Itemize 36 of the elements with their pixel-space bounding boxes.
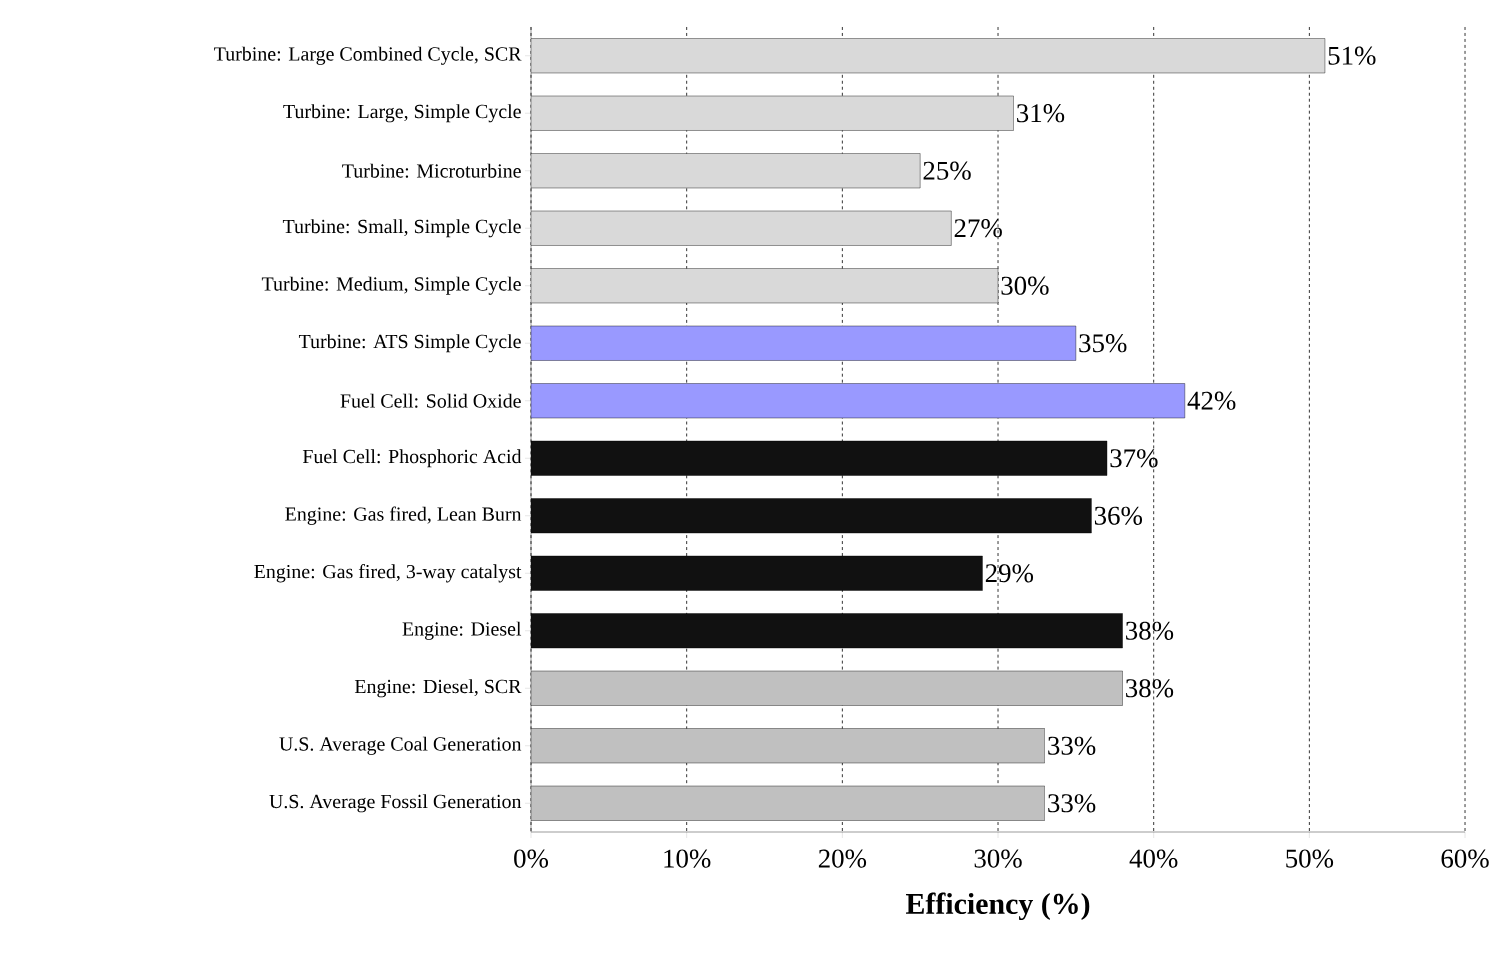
y-tick-label: Turbine: Large, Simple Cycle bbox=[283, 104, 521, 123]
y-tick-label: Engine: Diesel, SCR bbox=[354, 679, 522, 698]
data-label: 51% bbox=[1328, 46, 1376, 65]
y-tick-label: Turbine: Microturbine bbox=[342, 163, 521, 178]
y-tick-label: Turbine: Small, Simple Cycle bbox=[282, 219, 521, 238]
data-label: 38% bbox=[1126, 679, 1174, 698]
y-tick-label: U.S. Average Fossil Generation bbox=[269, 794, 522, 813]
data-label: 38% bbox=[1126, 621, 1174, 640]
x-tick-label: 40% bbox=[1129, 849, 1178, 868]
data-label: 35% bbox=[1079, 334, 1127, 353]
x-tick-label: 10% bbox=[664, 849, 711, 868]
y-tick-label: Turbine: Large Combined Cycle, SCR bbox=[214, 46, 522, 65]
data-label: 33% bbox=[1048, 736, 1096, 755]
x-tick-label: 60% bbox=[1441, 849, 1489, 868]
x-tick-label: 30% bbox=[974, 849, 1022, 868]
y-tick-label: Engine: Gas fired, 3-way catalyst bbox=[254, 564, 522, 583]
data-label: 37% bbox=[1110, 449, 1158, 468]
data-label: 30% bbox=[1001, 276, 1049, 295]
y-tick-label: Fuel Cell: Solid Oxide bbox=[340, 393, 521, 408]
x-tick-label: 20% bbox=[818, 849, 867, 868]
data-label: 42% bbox=[1187, 391, 1236, 410]
x-axis-title: Efficiency (%) bbox=[906, 892, 1090, 921]
y-tick-label: Turbine: ATS Simple Cycle bbox=[298, 334, 521, 353]
x-tick-label: 0% bbox=[514, 849, 549, 868]
y-tick-label: Fuel Cell: Phosphoric Acid bbox=[302, 449, 522, 468]
y-tick-label: Engine: Diesel bbox=[402, 621, 522, 640]
y-tick-label: U.S. Average Coal Generation bbox=[279, 736, 522, 755]
data-label: 36% bbox=[1094, 506, 1143, 525]
data-label: 33% bbox=[1048, 794, 1096, 813]
y-tick-label: Engine: Gas fired, Lean Burn bbox=[285, 506, 522, 525]
data-label: 25% bbox=[923, 161, 971, 180]
y-tick-label: Turbine: Medium, Simple Cycle bbox=[261, 276, 521, 295]
data-label: 27% bbox=[954, 219, 1002, 238]
x-tick-label: 50% bbox=[1286, 849, 1334, 868]
data-label: 29% bbox=[985, 564, 1034, 583]
data-label: 31% bbox=[1017, 104, 1065, 123]
